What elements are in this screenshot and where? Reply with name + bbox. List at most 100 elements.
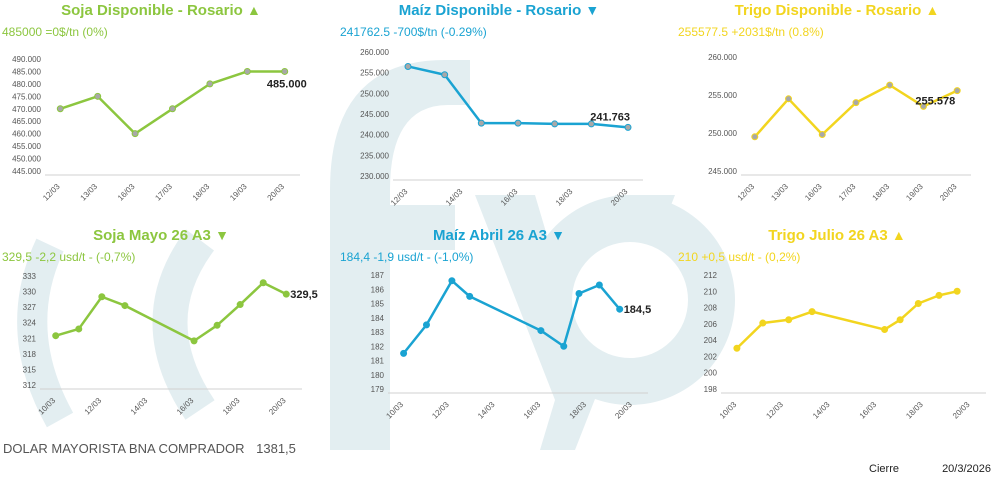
line-chart: 198 200 202 204 206 208 210 212 10/03 12/03 14/03 1… [704, 271, 986, 421]
data-point [477, 119, 485, 127]
data-point [919, 102, 927, 110]
y-tick-label: 184 [371, 314, 385, 323]
data-point [886, 81, 894, 89]
y-tick-label: 187 [371, 271, 385, 280]
data-point [94, 92, 102, 100]
data-point [537, 327, 545, 335]
chart-panel-1: Maíz Disponible - Rosario ▼ 241762.5 -700… [338, 0, 660, 225]
y-tick-label: 465.000 [12, 117, 41, 126]
line-chart: 445.000 450.000 455.000 460.000 465.000 470.0… [12, 55, 307, 203]
chart-subtitle: 485000 =0$/tn (0%) [2, 25, 108, 39]
series-line [59, 70, 285, 135]
x-tick-label: 16/03 [499, 187, 520, 208]
chart-title-text: Trigo Disponible - Rosario [734, 2, 922, 19]
y-tick-label: 470.000 [12, 105, 41, 114]
x-tick-label: 14/03 [476, 400, 497, 421]
y-tick-label: 450.000 [12, 155, 41, 164]
data-point [759, 319, 767, 327]
y-tick-label: 333 [23, 272, 37, 281]
series-line [402, 279, 621, 355]
y-tick-label: 208 [704, 304, 718, 313]
chart-title: Maíz Disponible - Rosario ▼ [338, 2, 660, 19]
y-tick-label: 312 [23, 381, 37, 390]
chart-subtitle: 255577.5 +2031$/tn (0.8%) [678, 25, 824, 39]
y-tick-label: 230.000 [360, 172, 389, 181]
data-point [575, 290, 583, 298]
line-chart: 312 315 318 321 324 327 330 333 10/03 12/03 14/03 1… [23, 272, 318, 417]
y-tick-label: 204 [704, 336, 718, 345]
data-point [282, 290, 290, 298]
x-tick-label: 13/03 [769, 182, 790, 203]
data-point [281, 67, 289, 75]
x-tick-label: 12/03 [764, 400, 785, 421]
trend-down-icon: ▼ [215, 227, 229, 243]
x-tick-label: 16/03 [116, 182, 137, 203]
last-value-label: 329,5 [290, 289, 318, 301]
data-point [259, 279, 267, 287]
y-tick-label: 212 [704, 271, 718, 280]
chart-title-text: Soja Disponible - Rosario [61, 2, 243, 19]
data-point [953, 87, 961, 95]
y-tick-label: 245.000 [360, 110, 389, 119]
data-point [785, 95, 793, 103]
data-point [404, 62, 412, 70]
chart-panel-5: Trigo Julio 26 A3 ▲ 210 +0,5 usd/t - (0,2… [676, 225, 997, 450]
chart-subtitle: 329,5 -2,2 usd/t - (-0,7%) [2, 250, 136, 264]
y-tick-label: 186 [371, 285, 385, 294]
data-point [213, 321, 221, 329]
trend-up-icon: ▲ [925, 2, 940, 18]
y-tick-label: 185 [371, 300, 385, 309]
y-tick-label: 318 [23, 350, 37, 359]
x-tick-label: 20/03 [613, 400, 634, 421]
last-value-label: 241.763 [590, 111, 630, 123]
cierre-label: Cierre [869, 463, 899, 475]
close-info: Cierre 20/3/2026 [869, 463, 991, 475]
y-tick-label: 490.000 [12, 55, 41, 64]
x-tick-label: 16/03 [803, 182, 824, 203]
data-point [896, 316, 904, 324]
x-tick-label: 19/03 [904, 182, 925, 203]
data-point [514, 119, 522, 127]
chart-title-text: Trigo Julio 26 A3 [768, 227, 888, 244]
data-point [236, 301, 244, 309]
x-tick-label: 18/03 [191, 182, 212, 203]
series-line [753, 83, 958, 138]
x-tick-label: 12/03 [736, 182, 757, 203]
trend-down-icon: ▼ [585, 2, 600, 18]
chart-subtitle: 241762.5 -700$/tn (-0.29%) [340, 25, 487, 39]
series-line [55, 281, 287, 343]
last-value-label: 184,5 [624, 304, 652, 316]
x-tick-label: 16/03 [522, 400, 543, 421]
x-tick-label: 20/03 [267, 396, 288, 417]
x-tick-label: 18/03 [871, 182, 892, 203]
data-point [953, 287, 961, 295]
x-tick-label: 20/03 [266, 182, 287, 203]
y-tick-label: 330 [23, 288, 37, 297]
data-point [808, 308, 816, 316]
data-point [881, 326, 889, 334]
data-point [551, 120, 559, 128]
data-point [121, 302, 129, 310]
line-chart: 230.000 235.000 240.000 245.000 250.000 255.0… [360, 48, 643, 208]
data-point [785, 316, 793, 324]
x-tick-label: 18/03 [221, 396, 242, 417]
line-chart: 179 180 181 182 183 184 185 186 187 10/03 12/03 14/… [371, 271, 652, 421]
x-tick-label: 14/03 [444, 187, 465, 208]
x-tick-label: 17/03 [837, 182, 858, 203]
chart-panel-3: Soja Mayo 26 A3 ▼ 329,5 -2,2 usd/t - (-0,… [0, 225, 322, 450]
chart-panel-0: Soja Disponible - Rosario ▲ 485000 =0$/tn… [0, 0, 322, 225]
y-tick-label: 202 [704, 352, 718, 361]
x-tick-label: 20/03 [938, 182, 959, 203]
data-point [422, 321, 430, 329]
y-tick-label: 235.000 [360, 151, 389, 160]
y-tick-label: 460.000 [12, 130, 41, 139]
x-tick-label: 18/03 [568, 400, 589, 421]
y-tick-label: 200 [704, 369, 718, 378]
x-tick-label: 12/03 [83, 396, 104, 417]
y-tick-label: 210 [704, 287, 718, 296]
data-point [400, 349, 408, 357]
x-tick-label: 20/03 [951, 400, 972, 421]
data-point [624, 123, 632, 131]
data-point [206, 80, 214, 88]
x-tick-label: 18/03 [554, 187, 575, 208]
